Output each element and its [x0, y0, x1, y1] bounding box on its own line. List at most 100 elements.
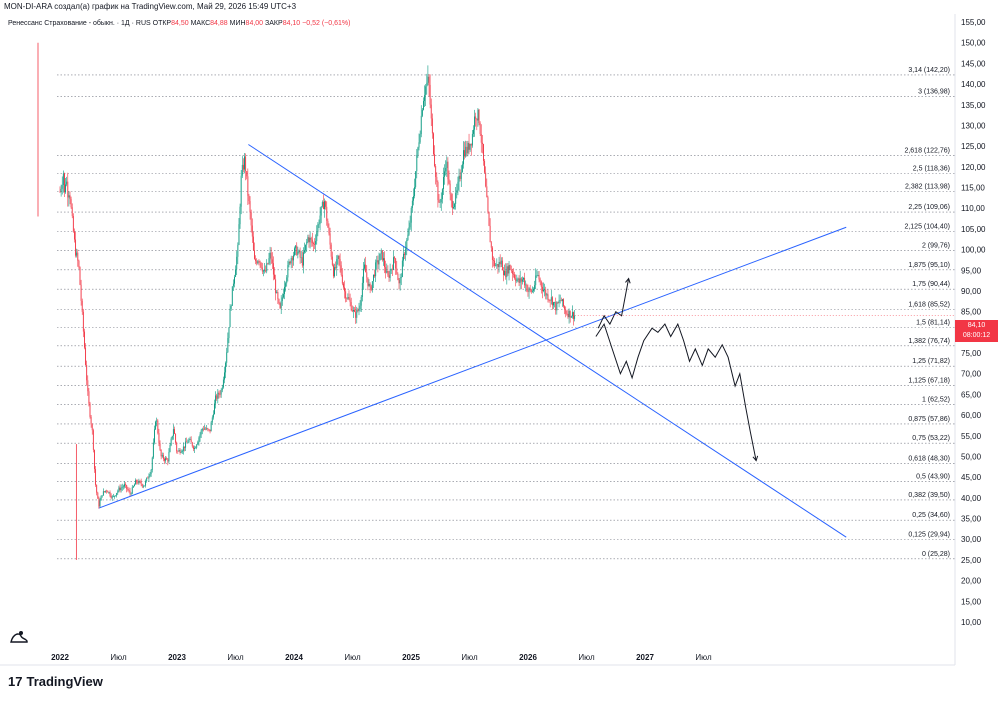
candle-body [528, 288, 530, 292]
candle-body [449, 183, 451, 195]
candle-body [68, 195, 70, 198]
candle-body [145, 481, 147, 486]
y-tick-label: 35,00 [961, 515, 982, 524]
candle-body [507, 266, 509, 274]
candle-body [397, 273, 399, 281]
candle-body [556, 302, 558, 311]
fib-level-label: 0,5 (43,90) [916, 474, 950, 481]
candle-body [198, 437, 200, 443]
tradingview-logo[interactable]: 17 TradingView [8, 674, 103, 689]
candle-body [257, 261, 259, 264]
candle-body [365, 264, 367, 273]
candle-body [237, 244, 239, 257]
candle-body [66, 181, 68, 185]
candle-body [171, 435, 173, 439]
candle-body [479, 123, 481, 134]
candle-body [154, 429, 155, 443]
candle-body [427, 76, 429, 83]
candle-body [426, 82, 428, 87]
tradingview-mark-icon: 17 [8, 674, 23, 689]
candle-body [429, 84, 431, 105]
y-tick-label: 60,00 [961, 411, 982, 420]
candle-body [157, 420, 159, 433]
candle-body [292, 255, 294, 261]
candle-body [408, 227, 410, 235]
y-tick-label: 150,00 [961, 39, 986, 48]
candle-body [506, 266, 508, 278]
candle-body [508, 265, 510, 274]
candle-body [385, 267, 387, 273]
replay-icon[interactable] [9, 628, 29, 644]
candle-body [300, 257, 302, 258]
symbol-name[interactable]: Ренессанс Страхование - обыкн. · 1Д · RU… [8, 20, 151, 27]
candle-body [435, 166, 437, 178]
candle-body [125, 484, 127, 486]
candle-body [73, 231, 75, 240]
candle-body [523, 277, 524, 280]
candle-body [540, 281, 542, 287]
candle-body [126, 485, 128, 490]
candle-body [307, 237, 309, 242]
candle-body [128, 490, 130, 491]
candle-body [92, 430, 94, 450]
candle-body [334, 267, 335, 277]
candle-body [75, 239, 77, 256]
candle-body [409, 222, 411, 228]
candle-body [111, 496, 113, 498]
candle-body [405, 248, 407, 255]
candle-body [211, 417, 213, 423]
candle-body [425, 86, 427, 96]
candle-body [416, 155, 418, 172]
candle-body [189, 439, 191, 440]
candle-body [87, 380, 89, 392]
candle-body [172, 429, 174, 436]
fib-level-label: 2,25 (109,06) [908, 204, 950, 211]
candle-body [526, 284, 528, 292]
arrow-head [752, 455, 759, 462]
candle-body [476, 118, 478, 121]
candle-body [344, 287, 345, 292]
y-tick-label: 55,00 [961, 432, 982, 441]
candle-body [289, 261, 291, 264]
candle-body [420, 115, 422, 135]
candle-body [519, 278, 521, 283]
candle-body [108, 492, 110, 493]
candle-body [503, 270, 504, 276]
candle-body [181, 450, 183, 453]
candle-body [184, 446, 185, 448]
candle-body [191, 442, 193, 447]
candle-body [470, 143, 472, 146]
candle-body [341, 274, 343, 284]
candle-body [481, 142, 483, 145]
candle-body [561, 299, 563, 302]
candle-body [169, 445, 171, 453]
y-tick-label: 10,00 [961, 618, 982, 627]
candle-body [251, 225, 253, 237]
candle-body [445, 168, 447, 172]
fib-level-label: 2,382 (113,98) [905, 184, 950, 191]
candle-body [390, 269, 392, 271]
candle-body [448, 179, 450, 184]
candle-body [272, 263, 274, 275]
candle-body [202, 428, 204, 430]
candle-body [366, 272, 368, 278]
candle-body [544, 289, 546, 291]
candle-body [161, 455, 163, 457]
y-tick-label: 155,00 [961, 18, 986, 27]
candle-body [511, 270, 513, 274]
candle-body [381, 250, 383, 261]
candle-body [374, 274, 376, 277]
candle-body [421, 109, 423, 116]
candle-body [262, 270, 264, 272]
high-value: 84,88 [210, 20, 228, 27]
candle-body [466, 146, 468, 154]
candle-body [275, 279, 277, 294]
candle-body [396, 268, 398, 274]
candle-body [368, 283, 370, 286]
candle-body [245, 156, 247, 172]
candle-body [95, 469, 97, 485]
candle-body [146, 477, 148, 482]
candle-body [384, 258, 386, 268]
candle-body [285, 283, 287, 287]
